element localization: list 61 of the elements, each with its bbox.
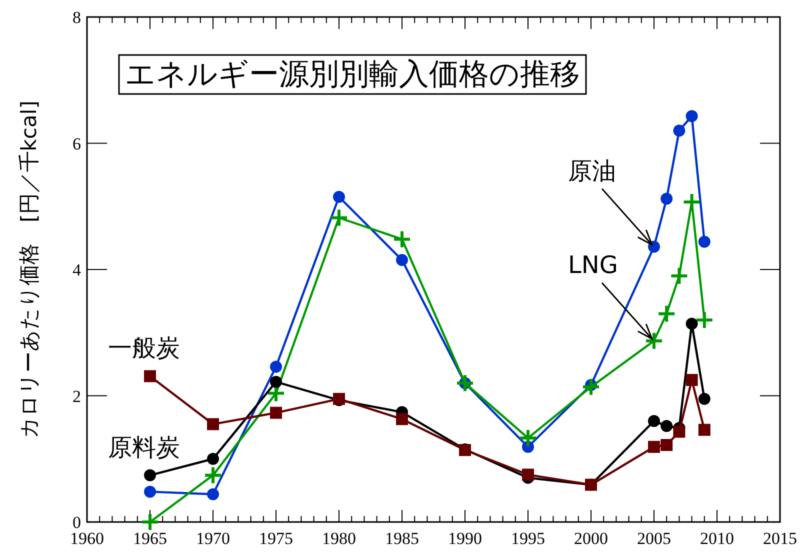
point bbox=[660, 438, 673, 451]
point bbox=[396, 254, 408, 266]
point bbox=[144, 486, 156, 498]
point bbox=[673, 426, 686, 438]
point bbox=[522, 468, 534, 481]
point bbox=[270, 360, 282, 373]
point bbox=[144, 469, 156, 482]
point bbox=[694, 310, 714, 330]
point bbox=[644, 331, 664, 350]
point bbox=[270, 376, 282, 388]
point bbox=[396, 413, 408, 426]
y-tick-label: 4 bbox=[72, 260, 82, 280]
point bbox=[144, 370, 156, 382]
y-tick-label: 6 bbox=[72, 134, 81, 154]
point bbox=[140, 512, 160, 532]
annotation: LNG bbox=[568, 250, 618, 279]
point bbox=[207, 488, 219, 500]
point bbox=[648, 415, 660, 427]
point bbox=[686, 110, 698, 122]
point bbox=[670, 266, 689, 286]
x-tick-label: 1965 bbox=[133, 529, 167, 548]
x-tick-label: 2005 bbox=[637, 529, 671, 548]
x-tick-label: 1980 bbox=[322, 529, 356, 548]
y-tick-label: 2 bbox=[72, 386, 81, 406]
point bbox=[330, 208, 348, 228]
x-tick-label: 1960 bbox=[70, 529, 104, 548]
x-tick-label: 2000 bbox=[574, 529, 608, 548]
point bbox=[648, 440, 660, 453]
point bbox=[673, 124, 686, 137]
x-tick-label: 2015 bbox=[763, 529, 797, 548]
point bbox=[660, 192, 673, 205]
y-tick-label: 0 bbox=[72, 513, 81, 532]
point bbox=[456, 374, 474, 393]
point bbox=[582, 377, 600, 396]
x-tick-label: 1995 bbox=[511, 529, 545, 548]
series-label: 一般炭 bbox=[108, 334, 180, 362]
point bbox=[698, 236, 710, 248]
x-tick-label: 1975 bbox=[259, 529, 293, 548]
point bbox=[207, 418, 219, 430]
point bbox=[270, 406, 282, 419]
point bbox=[657, 304, 676, 324]
point bbox=[686, 374, 698, 386]
point bbox=[333, 190, 345, 203]
series-label: 原料炭 bbox=[108, 433, 180, 462]
point bbox=[648, 240, 660, 253]
y-axis-title: カロリーあたり価格 [円／千kcal] bbox=[17, 100, 41, 438]
point bbox=[207, 452, 219, 465]
point bbox=[518, 428, 538, 448]
point bbox=[686, 318, 698, 330]
x-tick-label: 1990 bbox=[448, 529, 482, 548]
point bbox=[698, 424, 710, 436]
point bbox=[698, 392, 710, 405]
text: エネルギー源別別輸入価格の推移 bbox=[125, 57, 580, 92]
x-tick-label: 1985 bbox=[385, 529, 419, 548]
point bbox=[204, 466, 222, 485]
point bbox=[392, 230, 412, 249]
annotation: 原油 bbox=[568, 156, 616, 185]
point bbox=[660, 420, 673, 432]
x-tick-label: 2010 bbox=[700, 529, 734, 548]
x-tick-label: 1970 bbox=[196, 529, 230, 548]
y-tick-label: 8 bbox=[72, 8, 81, 27]
